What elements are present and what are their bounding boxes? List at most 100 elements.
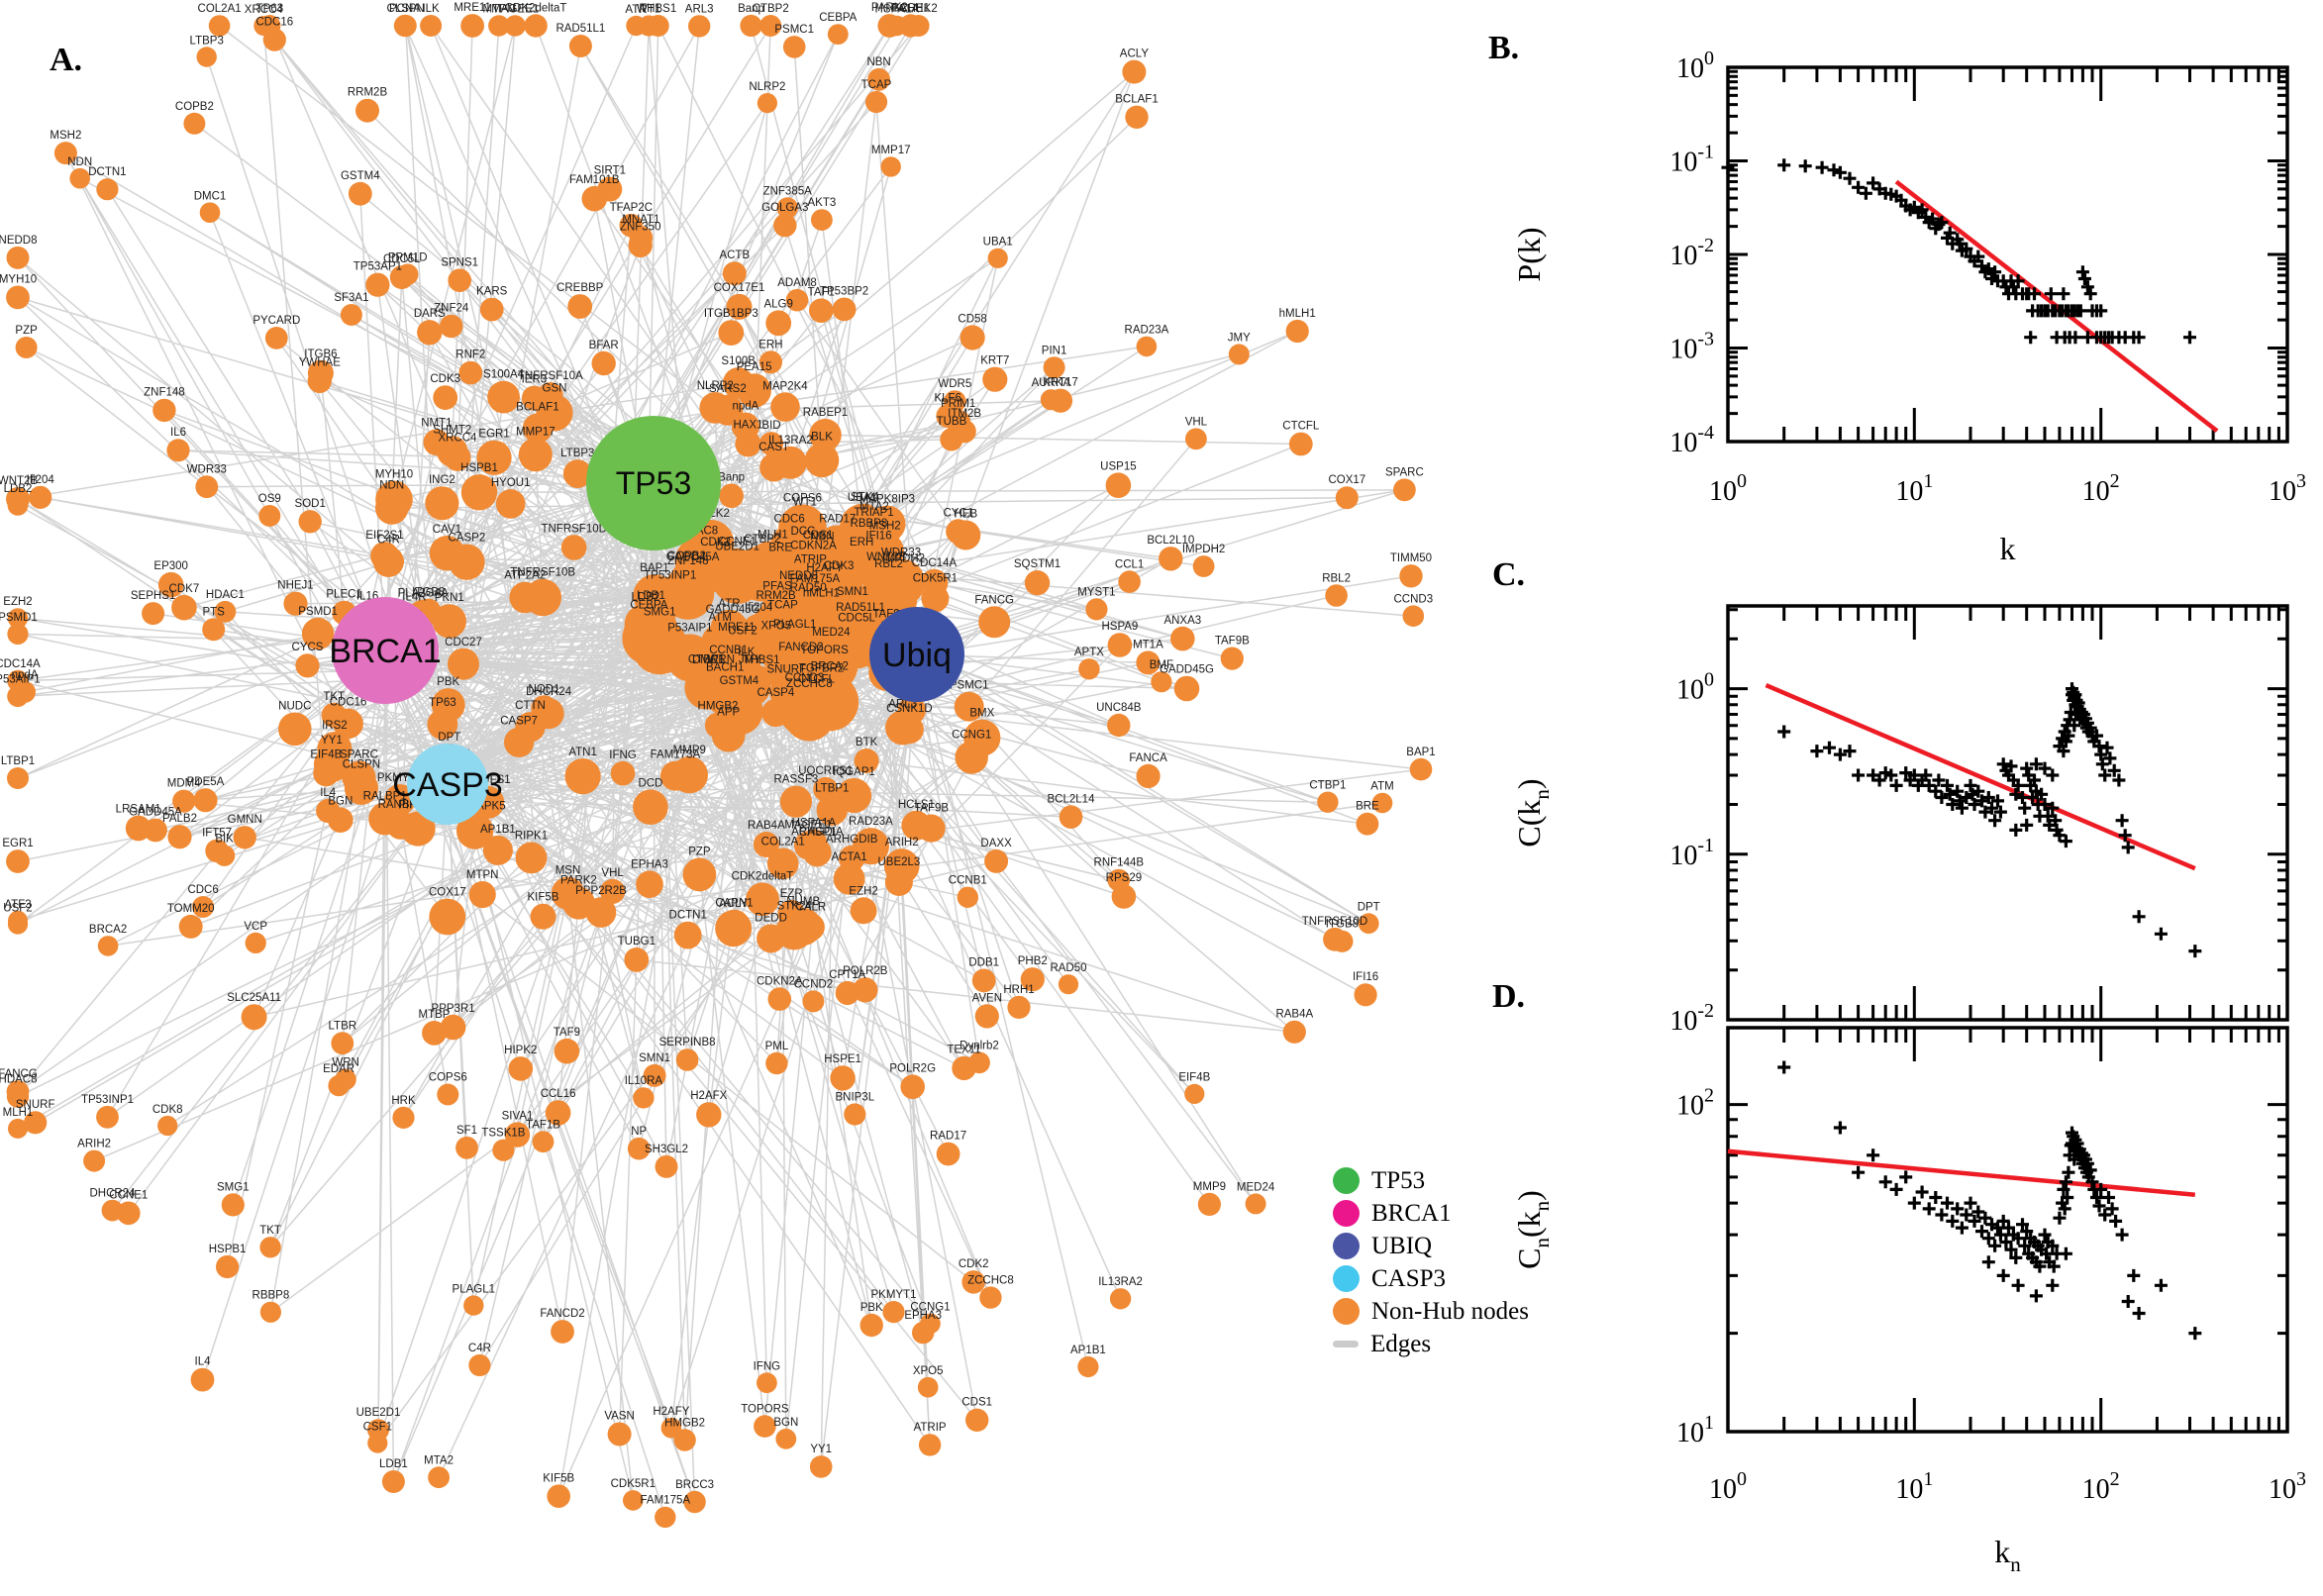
network-node-label: HSPB1 [460,462,498,474]
network-node-label: KARS [476,286,508,298]
network-node [623,1490,644,1511]
network-node-label: CASP4 [758,687,795,699]
network-node [920,568,949,597]
network-node [830,1065,856,1091]
network-node-label: MDM4 [167,778,201,790]
network-node-label: DPT [438,732,460,744]
network-node-label: npdA [12,669,39,681]
network-node [600,878,626,905]
network-node [283,591,308,616]
network-node-label: CCL1 [1115,558,1144,570]
network-node-label: ZCCHC8 [786,678,833,690]
network-node [167,825,192,849]
network-node-label: CD58 [958,314,986,326]
network-node-label: TNFRSF10B [510,567,575,579]
network-node [7,669,29,692]
network-node-label: ERH [758,339,782,350]
network-node-label: ATN1 [568,747,597,758]
network-node-label: EPHA3 [631,858,668,870]
network-node-label: CCND2 [794,978,834,990]
legend-circle-swatch [1333,1265,1360,1292]
network-node-label: BGN [773,1417,798,1429]
network-node-label: BIK [215,833,234,845]
network-node-label: MSH2 [50,130,81,142]
network-node-label: PARK2 [871,2,908,14]
network-node-label: H2AFX [690,1090,727,1102]
network-node [449,544,485,580]
network-node-label: RAD17 [819,514,856,526]
network-node-label: USP15 [1100,460,1136,472]
network-node-label: ATF3 [4,899,31,911]
network-node-label: EZR [780,888,803,900]
network-node [460,474,498,511]
network-node-label: CDK2deltaT [505,2,567,14]
network-node [749,665,774,691]
network-node-label: BRCC3 [675,1479,714,1491]
network-node-label: RASSF3 [774,774,819,786]
network-node-label: PSMD1 [0,612,38,624]
network-node [96,1105,119,1129]
network-node [607,1422,632,1446]
network-node [515,842,548,874]
network-node-label: CAST [758,442,789,453]
network-node-label: RRM2B [348,87,388,99]
network-node-label: IFI16 [1353,971,1378,983]
network-node-label: ACLY [719,898,749,910]
network-node [295,653,320,678]
network-node [1136,763,1161,789]
network-node-label: SOD1 [295,498,326,510]
network-node-label: PML [765,1041,789,1052]
network-node-label: CDS1 [803,530,834,542]
network-node-label: VASN [604,1411,634,1423]
network-node [1020,967,1045,992]
network-node-label: ACTA1 [831,851,866,863]
network-node [6,1080,30,1103]
network-node-label: VHL [601,867,624,879]
network-node [1185,428,1207,450]
network-node-label: WNT2B [866,551,907,563]
network-node [901,810,932,841]
network-node [152,398,176,423]
network-node [278,712,312,747]
network-node-label: MAP2K4 [762,380,808,392]
network-node [6,849,30,873]
network-node [809,298,834,324]
network-node [785,508,825,547]
network-node [591,350,616,376]
network-node-label: KIF5B [528,892,559,904]
network-node [564,758,601,795]
network-node [758,632,795,669]
network-node [562,459,592,488]
network-node [1173,675,1200,702]
network-node [348,181,372,206]
network-node [726,293,753,320]
network-node-label: CDK3 [430,373,460,385]
network-node-label: CDK2deltaT [732,870,794,882]
network-node [1354,983,1377,1007]
network-node-label: PPM1D [388,251,428,263]
network-node-label: EGR1 [2,838,33,849]
network-node [804,674,839,709]
network-node [805,839,830,863]
network-node [832,297,857,322]
network-node-label: NDN [67,156,92,168]
network-node-label: CDC16 [255,16,293,28]
network-node-label: HSPA9 [1101,621,1138,633]
network-node-label: Banp [738,3,764,15]
network-node-label: XRCC4 [245,4,284,16]
network-node [711,552,763,604]
network-node-label: PKMYT1 [870,1289,916,1301]
network-node [69,167,90,189]
network-node-label: MNAT1 [622,214,659,226]
legend-item-tp53: TP53 [1333,1164,1521,1197]
legend-label: Non-Hub nodes [1371,1297,1530,1325]
network-node-label: BAP1 [1406,747,1435,758]
network-node-label: GOLGA3 [761,202,808,214]
network-node-label: DMC1 [194,190,227,202]
legend-label: UBIQ [1371,1232,1433,1259]
network-node [979,1286,1002,1309]
network-node-label: SHMT2 [433,424,471,436]
network-node [982,366,1008,392]
network-node [610,760,636,786]
network-node [259,1301,281,1323]
